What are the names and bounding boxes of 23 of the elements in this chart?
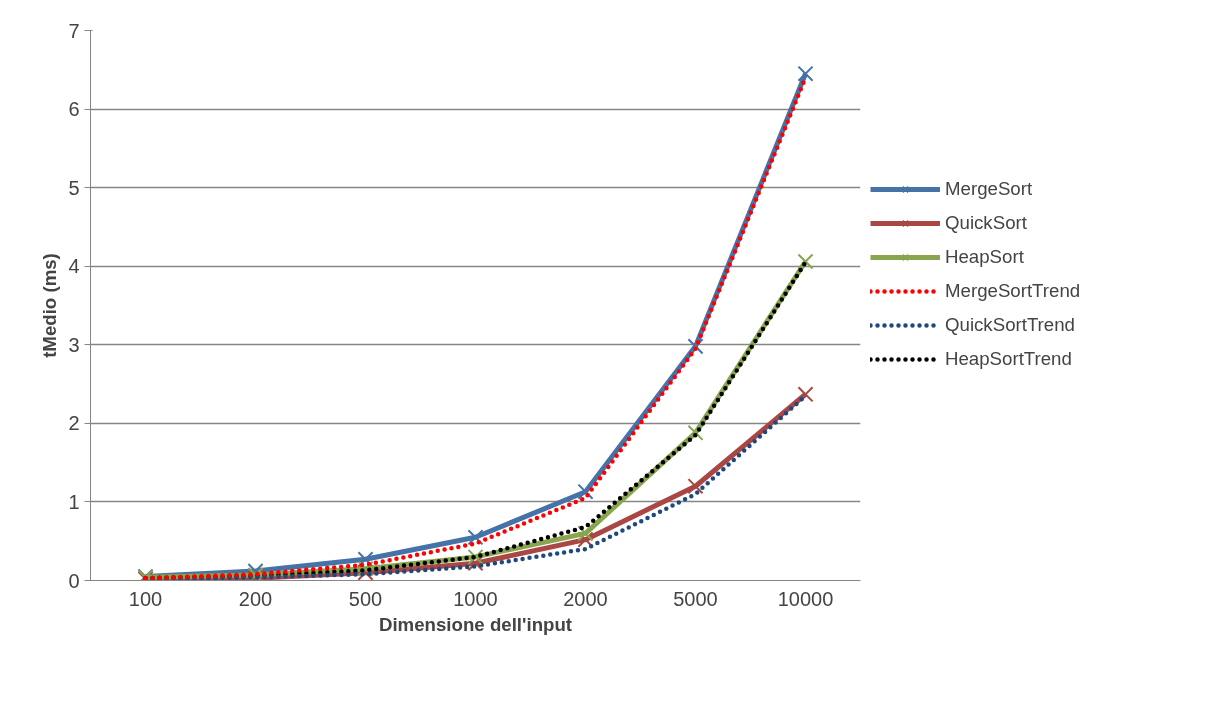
x-tick-label: 10000 [777, 587, 834, 610]
legend-label: QuickSort [945, 212, 1027, 234]
x-tick-label: 500 [348, 587, 383, 610]
x-tick-label: 2000 [563, 587, 608, 610]
y-tick-label: 0 [68, 569, 80, 592]
x-tick-label: 5000 [673, 587, 718, 610]
legend-label: QuickSortTrend [945, 314, 1075, 336]
y-tick-label: 5 [68, 176, 80, 199]
x-tick-label: 1000 [453, 587, 498, 610]
y-tick-label: 7 [68, 19, 80, 42]
y-tick-label: 2 [68, 412, 80, 435]
legend-label: HeapSort [945, 246, 1024, 268]
x-axis-title: Dimensione dell'input [378, 613, 573, 635]
y-axis-title: tMedio (ms) [39, 253, 61, 358]
x-tick-label: 100 [128, 587, 163, 610]
y-tick-label: 6 [68, 98, 80, 121]
legend-label: HeapSortTrend [945, 348, 1072, 370]
legend-label: MergeSortTrend [945, 280, 1081, 302]
x-tick-label: 200 [238, 587, 273, 610]
legend-label: MergeSort [945, 178, 1033, 200]
y-tick-label: 1 [68, 490, 80, 513]
y-tick-label: 3 [68, 333, 80, 356]
y-tick-label: 4 [68, 255, 80, 278]
